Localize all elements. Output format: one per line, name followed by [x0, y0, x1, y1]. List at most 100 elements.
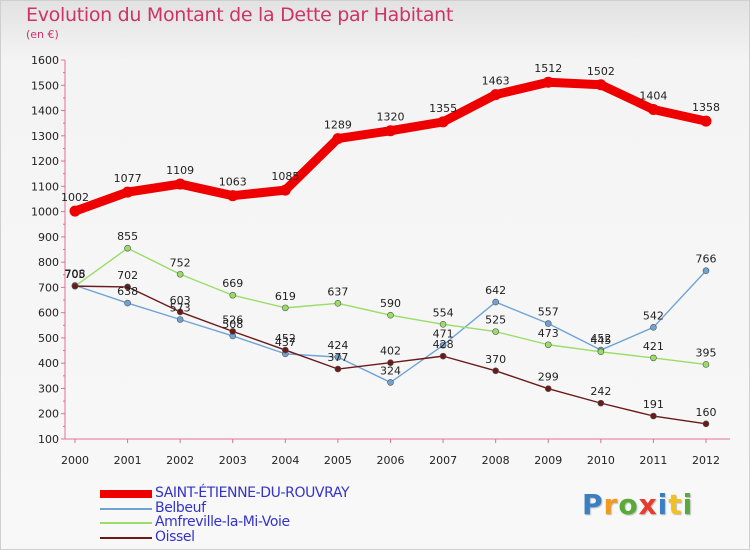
data-point	[490, 89, 502, 101]
x-tick-label: 2001	[114, 454, 142, 467]
y-tick-label: 100	[38, 433, 59, 446]
chart-title: Evolution du Montant de la Dette par Hab…	[26, 4, 454, 26]
data-label: 669	[222, 277, 243, 290]
data-point	[542, 76, 554, 88]
data-point	[229, 291, 237, 299]
data-point	[387, 379, 394, 386]
data-point	[334, 353, 342, 361]
data-label: 554	[433, 306, 454, 319]
legend-swatch	[100, 522, 152, 524]
data-point	[439, 320, 447, 328]
data-label: 395	[696, 346, 717, 359]
chart-subtitle: (en €)	[26, 28, 59, 41]
x-tick-label: 2010	[587, 454, 615, 467]
data-label: 424	[327, 339, 348, 352]
logo-letter: x	[638, 488, 658, 521]
data-point	[702, 361, 710, 368]
data-point	[176, 270, 184, 278]
logo-letter: t	[668, 488, 683, 521]
x-tick-label: 2009	[534, 454, 562, 467]
data-label: 1289	[324, 119, 352, 132]
x-tick-label: 2002	[166, 454, 194, 467]
data-label: 766	[696, 253, 717, 266]
data-point	[492, 298, 499, 306]
data-point	[124, 244, 131, 252]
logo-letter: r	[603, 488, 619, 521]
data-point	[282, 346, 289, 354]
legend-swatch	[100, 536, 152, 539]
data-label: 1002	[61, 191, 89, 204]
data-label: 421	[643, 340, 664, 353]
y-tick-label: 300	[38, 382, 59, 395]
data-point	[279, 184, 291, 196]
x-tick-label: 2011	[639, 454, 667, 467]
data-point	[124, 283, 131, 291]
data-label: 1085	[271, 170, 299, 183]
data-label: 299	[538, 371, 559, 384]
data-label: 702	[117, 269, 138, 282]
data-point	[702, 420, 710, 428]
logo-letter: i	[657, 488, 669, 521]
data-label: 525	[485, 314, 506, 327]
legend-swatch	[100, 507, 152, 510]
data-point	[387, 311, 394, 319]
data-label: 705	[65, 268, 86, 281]
data-label: 1063	[219, 176, 247, 189]
series-line-0	[70, 77, 711, 216]
y-tick-label: 1000	[31, 206, 59, 219]
data-label: 557	[538, 306, 559, 319]
data-label: 160	[696, 406, 717, 419]
data-label: 370	[485, 353, 506, 366]
data-label: 526	[222, 313, 243, 326]
data-label: 428	[433, 338, 454, 351]
data-label: 324	[380, 364, 401, 377]
legend-label: Oissel	[155, 528, 195, 545]
data-point	[597, 348, 605, 356]
data-label: 752	[170, 256, 191, 269]
data-label: 508	[222, 318, 243, 331]
y-tick-label: 800	[38, 256, 59, 269]
data-label: 445	[590, 334, 611, 347]
data-label: 452	[590, 332, 611, 345]
data-label: 1355	[429, 102, 457, 115]
legend-label: Amfreville-la-Mi-Voie	[155, 514, 290, 530]
proxiti-logo: Proxiti	[582, 488, 693, 521]
data-point	[176, 316, 184, 323]
x-tick-label: 2007	[429, 454, 457, 467]
data-point	[595, 79, 607, 91]
data-point	[385, 125, 396, 137]
logo-letter: o	[618, 488, 639, 521]
data-point	[544, 341, 552, 349]
data-label: 619	[275, 290, 296, 303]
data-label: 637	[327, 285, 348, 298]
data-point	[332, 133, 344, 145]
x-tick-label: 2003	[219, 454, 247, 467]
data-label: 590	[380, 297, 401, 310]
x-tick-label: 2005	[324, 454, 352, 467]
data-label: 452	[275, 332, 296, 345]
data-point	[702, 267, 710, 275]
data-point	[700, 115, 712, 127]
logo-letter: i	[682, 488, 694, 521]
x-tick-label: 2012	[692, 454, 720, 467]
data-label: 1512	[534, 62, 562, 75]
data-label: 191	[643, 398, 664, 411]
data-point	[597, 399, 605, 407]
x-tick-label: 2000	[61, 454, 89, 467]
data-point	[387, 359, 394, 366]
data-label: 1463	[482, 75, 510, 88]
data-label: 573	[170, 301, 191, 314]
y-tick-label: 900	[38, 231, 59, 244]
data-point	[174, 178, 186, 190]
data-label: 1404	[639, 90, 667, 103]
data-point	[439, 352, 447, 360]
data-label: 603	[170, 294, 191, 307]
legend-label: SAINT-ÉTIENNE-DU-ROUVRAY	[155, 485, 350, 501]
y-tick-label: 1200	[31, 155, 59, 168]
data-label: 542	[643, 309, 664, 322]
x-tick-label: 2008	[482, 454, 510, 467]
data-label: 705	[65, 268, 86, 281]
y-tick-label: 1500	[31, 79, 59, 92]
data-label: 638	[117, 285, 138, 298]
